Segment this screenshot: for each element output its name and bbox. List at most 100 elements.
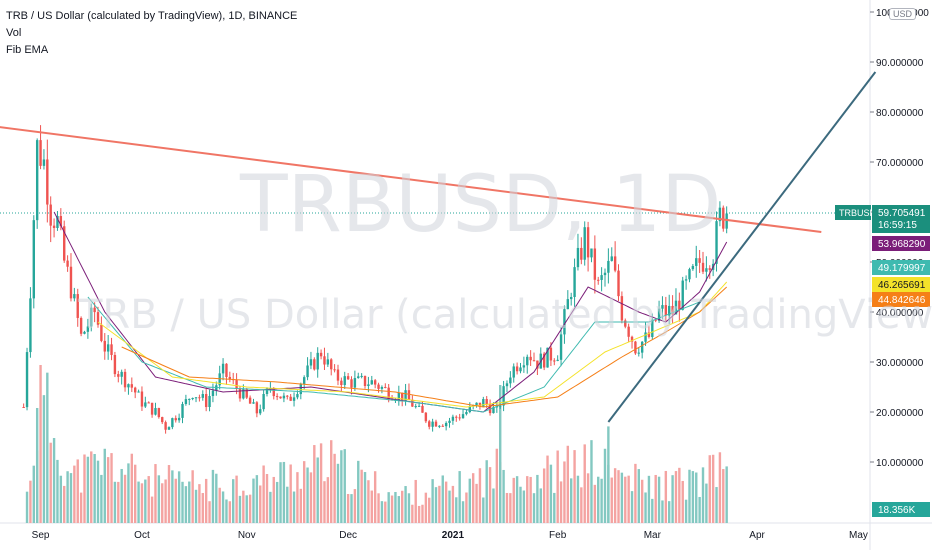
candle-body	[654, 319, 657, 321]
candle-body	[640, 341, 644, 353]
fib-ema-indicator-label[interactable]: Fib EMA	[6, 44, 49, 56]
volume-bar	[529, 476, 532, 523]
currency-unit-badge[interactable]: USD	[889, 8, 917, 20]
candle-body	[353, 378, 357, 388]
candle-body	[150, 402, 154, 415]
volume-bar	[583, 444, 586, 523]
candle-body	[722, 207, 725, 229]
candle-body	[532, 360, 536, 362]
ema-layer	[53, 211, 728, 413]
candle-body	[566, 299, 570, 310]
candle-body	[157, 408, 161, 418]
volume-bar	[401, 490, 404, 523]
symbol-badge-bg	[835, 205, 871, 220]
candle-body	[428, 421, 431, 427]
volume-bar	[722, 469, 725, 523]
volume-bar	[204, 478, 208, 523]
volume-bar	[35, 408, 39, 523]
candle-body	[434, 421, 438, 427]
candle-body	[302, 377, 306, 385]
volume-bar	[29, 480, 32, 523]
volume-bar	[556, 450, 559, 523]
candle-body	[407, 390, 411, 400]
candle-body	[46, 159, 49, 205]
volume-bar	[563, 461, 566, 523]
volume-bar	[373, 471, 377, 523]
volume-bar	[644, 492, 647, 523]
volume-indicator-label[interactable]: Vol	[6, 27, 22, 39]
volume-bar	[106, 457, 110, 523]
candle-body	[651, 319, 654, 337]
volume-bar	[100, 474, 103, 523]
candle-body	[576, 247, 580, 268]
candle-body	[306, 365, 309, 378]
ema-line-2	[87, 266, 728, 413]
volume-bar	[137, 481, 140, 523]
volume-bar	[377, 493, 380, 523]
volume-bar	[688, 469, 691, 523]
candle-body	[184, 399, 188, 404]
volume-bar	[671, 475, 674, 523]
volume-bar	[441, 475, 444, 523]
candle-body	[73, 294, 76, 299]
candle-body	[499, 405, 502, 407]
volume-bar	[262, 465, 265, 523]
candle-body	[613, 256, 617, 271]
candle-body	[657, 308, 661, 321]
volume-bar	[117, 481, 120, 523]
candle-body	[29, 298, 32, 353]
candle-body	[674, 300, 678, 315]
candle-body	[563, 309, 566, 335]
volume-bar	[326, 477, 330, 523]
candle-body	[492, 407, 495, 414]
candle-body	[248, 397, 252, 404]
candle-body	[522, 365, 526, 368]
candle-body	[309, 359, 313, 366]
volume-bar	[181, 481, 184, 523]
ema3-badge-bg	[872, 277, 930, 292]
candle-body	[221, 363, 225, 374]
volume-bar	[323, 481, 326, 523]
volume-bar	[86, 456, 90, 523]
volume-bar	[390, 495, 394, 523]
candle-body	[455, 416, 458, 418]
candle-body	[701, 262, 705, 272]
candle-body	[468, 406, 471, 413]
candle-body	[194, 397, 198, 399]
volume-bar	[147, 476, 150, 523]
candle-body	[103, 340, 106, 352]
volume-bar	[299, 488, 303, 523]
volume-bar	[495, 448, 499, 523]
volume-bar	[245, 495, 248, 523]
symbol-title[interactable]: TRB / US Dollar (calculated by TradingVi…	[6, 10, 298, 22]
volume-bar	[407, 493, 411, 523]
candle-body	[319, 352, 323, 357]
candle-body	[627, 326, 630, 337]
candle-body	[211, 390, 215, 397]
volume-bar	[59, 475, 63, 523]
candle-body	[444, 422, 448, 427]
volume-bar	[164, 479, 167, 523]
candle-body	[326, 359, 330, 365]
volume-bar	[448, 490, 451, 523]
volume-bar	[593, 484, 597, 523]
candle-body	[664, 305, 668, 316]
candle-body	[269, 388, 272, 390]
volume-bar	[367, 480, 370, 523]
volume-bar	[684, 499, 688, 523]
volume-bar	[431, 479, 434, 523]
volume-bar	[110, 453, 113, 523]
candle-body	[620, 296, 624, 321]
candle-body	[174, 418, 177, 421]
candle-body	[282, 395, 286, 399]
volume-bar	[242, 490, 245, 523]
volume-bar	[471, 473, 475, 523]
candle-body	[218, 373, 221, 386]
candle-body	[265, 388, 269, 394]
volume-bar	[309, 472, 313, 523]
volume-bar	[198, 484, 201, 523]
volume-bar	[417, 505, 421, 523]
